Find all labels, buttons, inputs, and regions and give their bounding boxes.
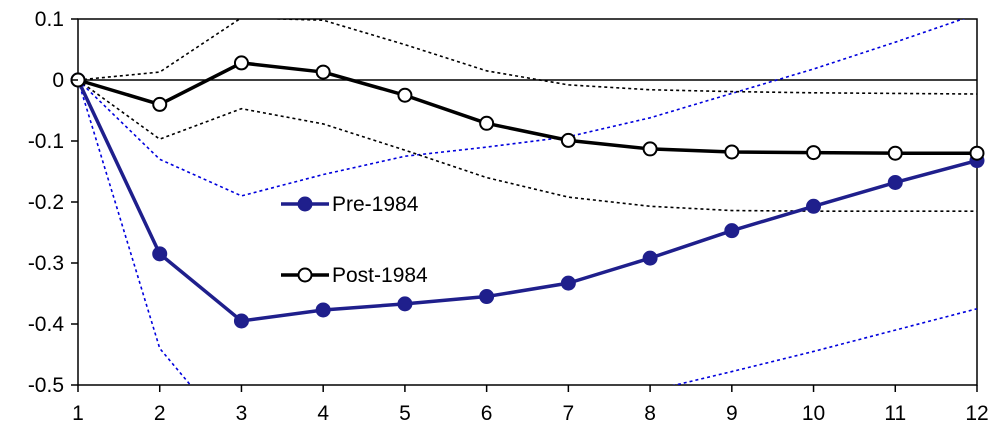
x-tick-label: 3: [236, 402, 248, 425]
data-point-post-1984: [724, 144, 740, 160]
y-tick-label: -0.4: [28, 313, 65, 336]
legend-entry-post-1984: Post-1984: [281, 264, 428, 287]
series-lines: [70, 55, 985, 329]
confidence-bands: [78, 19, 977, 385]
series-line-post-1984: [77, 61, 977, 155]
data-point-post-1984: [152, 96, 168, 112]
x-tick-label: 1: [72, 402, 84, 425]
x-tick-label: 9: [726, 402, 738, 425]
x-tick-label: 4: [317, 402, 329, 425]
legend-marker-pre-1984: [297, 196, 313, 212]
data-point-post-1984: [233, 55, 249, 71]
data-point-pre-1984: [560, 275, 576, 291]
y-tick-label: 0: [52, 69, 64, 92]
band-upper-pre-1984: [78, 19, 966, 197]
y-tick-label: -0.2: [28, 191, 64, 214]
data-point-post-1984: [887, 145, 903, 161]
data-point-pre-1984: [152, 246, 168, 262]
plot-area: [77, 18, 978, 386]
legend: Pre-1984 Post-1984: [281, 193, 428, 287]
data-point-pre-1984: [806, 198, 822, 214]
y-tick-label: -0.5: [28, 374, 64, 397]
x-tick-label: 6: [481, 402, 493, 425]
data-point-post-1984: [642, 141, 658, 157]
band-upper-post-1984: [78, 19, 977, 95]
y-tick-label: -0.1: [28, 130, 64, 153]
data-point-pre-1984: [233, 313, 249, 329]
y-axis-ticks: 0.1 0 -0.1 -0.2 -0.3 -0.4 -0.5: [28, 8, 78, 397]
band-lower-post-1984: [78, 79, 977, 212]
y-tick-label: 0.1: [35, 8, 64, 31]
x-tick-label: 8: [644, 402, 656, 425]
data-point-post-1984: [969, 145, 985, 161]
x-axis-ticks: 1 2 3 4 5 6 7 8 9 10 11 12: [72, 385, 989, 425]
data-point-pre-1984: [315, 302, 331, 318]
data-point-post-1984: [560, 132, 576, 148]
data-point-post-1984: [479, 115, 495, 131]
data-point-pre-1984: [642, 250, 658, 266]
legend-label-pre-1984: Pre-1984: [332, 193, 419, 216]
data-point-post-1984: [397, 87, 413, 103]
data-point-pre-1984: [397, 296, 413, 312]
legend-label-post-1984: Post-1984: [332, 264, 428, 287]
legend-entry-pre-1984: Pre-1984: [281, 193, 419, 216]
data-point-pre-1984: [887, 174, 903, 190]
x-tick-label: 5: [399, 402, 411, 425]
data-point-pre-1984: [724, 223, 740, 239]
x-tick-label: 10: [802, 402, 825, 425]
data-point-pre-1984: [479, 289, 495, 305]
y-tick-label: -0.3: [28, 252, 64, 275]
x-tick-label: 12: [965, 402, 988, 425]
legend-marker-post-1984: [297, 267, 313, 283]
series-line-pre-1984: [76, 79, 978, 323]
data-point-post-1984: [315, 64, 331, 80]
x-tick-label: 2: [154, 402, 166, 425]
x-tick-label: 7: [563, 402, 575, 425]
data-point-post-1984: [806, 145, 822, 161]
x-tick-label: 11: [884, 402, 906, 425]
